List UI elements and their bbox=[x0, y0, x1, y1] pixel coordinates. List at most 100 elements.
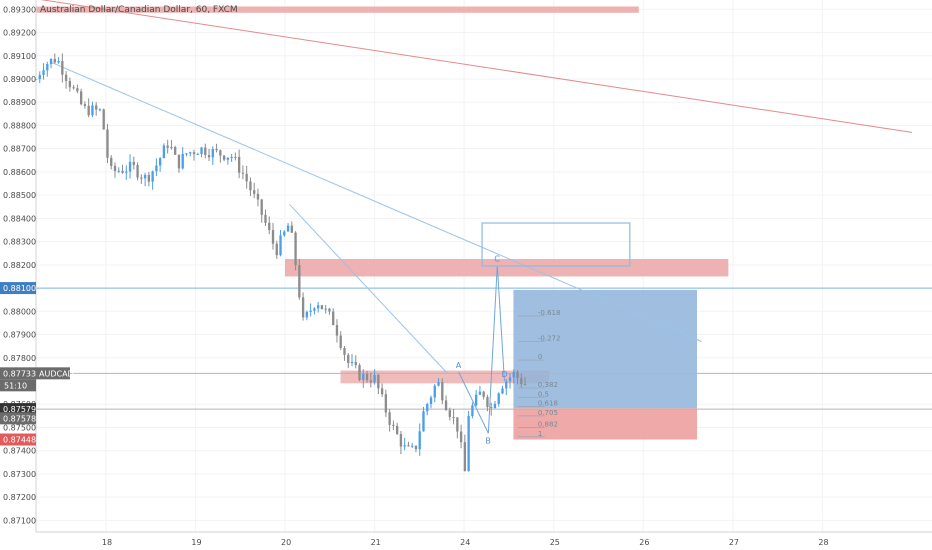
y-tick-label: 0.88400 bbox=[3, 214, 36, 223]
candle-body bbox=[520, 378, 523, 384]
candle-body bbox=[46, 64, 49, 71]
candle-body bbox=[362, 373, 365, 380]
candle-body bbox=[508, 377, 512, 382]
candle-body bbox=[49, 58, 53, 65]
x-tick-label: 18 bbox=[102, 538, 112, 547]
y-tick-label: 0.88700 bbox=[3, 145, 36, 154]
candle-body bbox=[185, 153, 188, 155]
fib-level-label: -0.618 bbox=[538, 309, 561, 317]
red-descending-line bbox=[40, 0, 913, 133]
candle-body bbox=[316, 305, 320, 309]
y-tick-label: 0.88200 bbox=[3, 261, 36, 270]
y-tick-label: 0.89100 bbox=[3, 52, 36, 61]
candle-body bbox=[151, 171, 154, 182]
candle-body bbox=[57, 61, 60, 63]
candle-body bbox=[350, 361, 354, 364]
candle-body bbox=[320, 305, 324, 310]
candle-body bbox=[189, 152, 192, 154]
candle-body bbox=[482, 391, 485, 397]
line-layer bbox=[36, 0, 932, 410]
candle-body bbox=[429, 397, 433, 405]
candle-body bbox=[260, 199, 263, 215]
candle-body bbox=[147, 174, 151, 182]
symbol-tag-label: AUDCAD bbox=[39, 369, 74, 378]
candle-body bbox=[448, 410, 451, 417]
stop-zone bbox=[513, 408, 698, 440]
fib-level-label: -0.272 bbox=[538, 335, 561, 343]
candle-body bbox=[83, 104, 87, 106]
candle-body bbox=[290, 225, 293, 233]
y-tick-label: 0.89000 bbox=[3, 75, 36, 84]
top-resistance bbox=[36, 6, 639, 13]
pattern-point-d: D bbox=[501, 370, 507, 379]
x-tick-label: 19 bbox=[191, 538, 201, 547]
abcd-leg bbox=[487, 265, 498, 434]
candle-body bbox=[388, 412, 391, 425]
candle-body bbox=[392, 424, 395, 426]
candle-body bbox=[343, 347, 346, 355]
candle-body bbox=[516, 372, 519, 379]
candle-body bbox=[117, 170, 120, 172]
candle-body bbox=[204, 147, 207, 156]
candle-body bbox=[418, 431, 421, 450]
y-tick-label: 0.87300 bbox=[3, 470, 36, 479]
candle-body bbox=[136, 165, 139, 178]
y-tick-label: 0.88300 bbox=[3, 238, 36, 247]
candle-body bbox=[79, 91, 83, 105]
candle-body bbox=[335, 325, 339, 336]
candle-body bbox=[456, 417, 459, 432]
candle-body bbox=[441, 382, 444, 401]
price-tag bbox=[0, 412, 36, 425]
candle-body bbox=[339, 335, 342, 348]
candle-body bbox=[283, 231, 286, 236]
candle-body bbox=[113, 165, 117, 172]
candle-body bbox=[403, 445, 406, 447]
fib-level-label: 0.5 bbox=[538, 390, 549, 398]
candle-body bbox=[76, 88, 79, 92]
fib-level-label: 0.882 bbox=[538, 420, 558, 428]
price-tag-label: 0.87448 bbox=[3, 436, 36, 445]
candle-body bbox=[328, 308, 331, 312]
candle-body bbox=[102, 109, 105, 130]
candle-body bbox=[64, 74, 68, 81]
fib-level-label: 0.618 bbox=[538, 400, 558, 408]
candle-body bbox=[426, 404, 429, 412]
candle-body bbox=[286, 225, 290, 232]
candle-body bbox=[68, 80, 72, 88]
candle-body bbox=[411, 445, 414, 447]
candle-body bbox=[505, 381, 508, 389]
candle-body bbox=[463, 442, 467, 472]
candle-body bbox=[305, 311, 309, 318]
price-tag bbox=[0, 403, 36, 416]
candle-body bbox=[211, 148, 214, 158]
symbol-tag bbox=[36, 367, 70, 380]
fib-level-label: 1 bbox=[538, 430, 542, 438]
y-tick-label: 0.87100 bbox=[3, 516, 36, 525]
candle-body bbox=[98, 109, 102, 111]
candle-body bbox=[245, 173, 248, 182]
candle-body bbox=[110, 157, 113, 166]
candle-body bbox=[437, 382, 440, 386]
pattern-point-a: A bbox=[456, 361, 462, 370]
candle-body bbox=[237, 156, 241, 173]
x-tick-label: 28 bbox=[818, 538, 828, 547]
candle-body bbox=[128, 161, 132, 172]
resistance-zone bbox=[285, 259, 729, 277]
candle-body bbox=[444, 400, 448, 411]
candle-body bbox=[395, 425, 399, 435]
candle-layer bbox=[34, 53, 527, 472]
candle-body bbox=[459, 431, 463, 443]
price-tag-label: 0.87733 bbox=[3, 369, 36, 378]
y-tick-label: 0.87400 bbox=[3, 447, 36, 456]
candle-body bbox=[384, 394, 388, 413]
candle-body bbox=[493, 403, 497, 408]
candle-body bbox=[106, 129, 109, 158]
candle-body bbox=[87, 105, 90, 116]
candle-body bbox=[234, 156, 237, 158]
candle-body bbox=[501, 388, 504, 394]
candle-body bbox=[294, 232, 297, 266]
candle-body bbox=[369, 380, 372, 383]
candle-body bbox=[91, 105, 94, 116]
